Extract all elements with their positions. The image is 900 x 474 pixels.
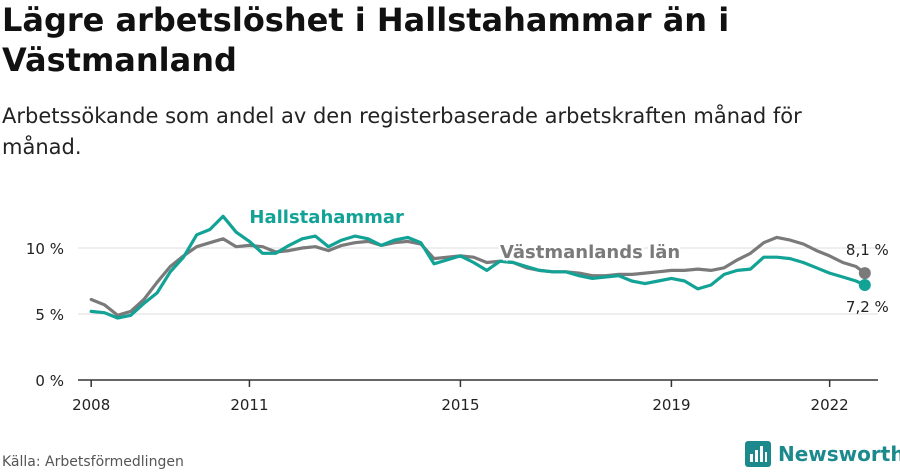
x-tick-label: 2019 (652, 396, 690, 414)
brand: Newsworthy (745, 441, 900, 467)
series-end-point-hallstahammar (858, 278, 871, 291)
chart-title: Lägre arbetslöshet i Hallstahammar än i … (2, 1, 730, 79)
source-note: Källa: Arbetsförmedlingen (2, 454, 184, 470)
x-tick-label: 2015 (441, 396, 479, 414)
brand-name: Newsworthy (778, 442, 900, 466)
x-tick-label: 2022 (811, 396, 849, 414)
chart-subtitle: Arbetssökande som andel av den registerb… (2, 104, 802, 159)
series-line-v-stmanlands-l-n (89, 235, 867, 317)
bar-chart-logo-icon (745, 441, 771, 467)
end-label-vastmanland: 8,1 % (846, 241, 889, 259)
end-label-hallstahammar: 7,2 % (846, 298, 889, 316)
y-tick-label: 5 % (35, 306, 64, 324)
x-tick-label: 2011 (230, 396, 268, 414)
series-label-vastmanland: Västmanlands län (500, 242, 680, 263)
line-chart: 0 % 5 % 10 % 2008 2011 2015 2019 2022 Västmanlan… (25, 206, 889, 414)
series-end-point-v-stmanlands-l-n (858, 267, 871, 280)
y-tick-label: 10 % (26, 240, 64, 258)
x-tick-label: 2008 (72, 396, 110, 414)
y-tick-label: 0 % (35, 372, 64, 390)
series-line-hallstahammar (89, 214, 867, 320)
series-label-hallstahammar: Hallstahammar (249, 207, 404, 228)
